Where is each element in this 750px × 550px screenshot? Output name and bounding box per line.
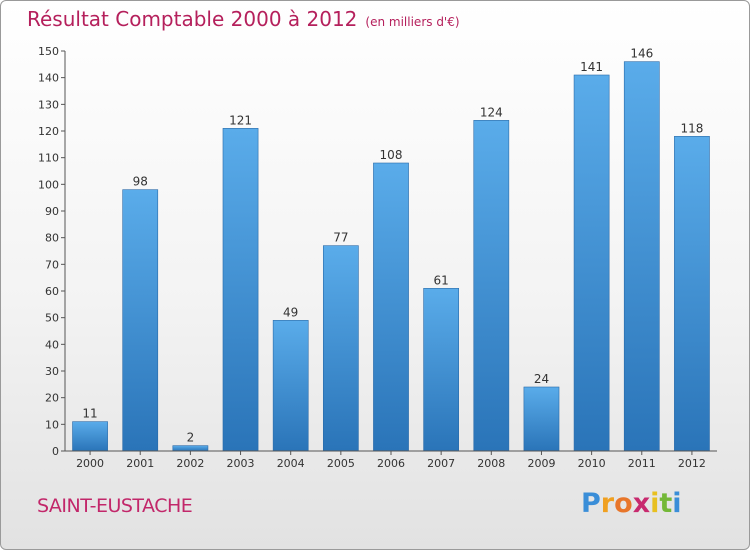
data-label: 2: [187, 431, 195, 445]
data-label: 49: [283, 305, 298, 319]
y-tick-label: 130: [38, 98, 59, 111]
y-tick-label: 110: [38, 152, 59, 165]
y-tick-label: 60: [45, 285, 59, 298]
y-tick-label: 30: [45, 365, 59, 378]
bar: [322, 245, 359, 452]
bar: [172, 445, 209, 452]
x-tick-label: 2005: [327, 457, 355, 470]
y-tick-label: 0: [52, 445, 59, 458]
x-tick-label: 2010: [578, 457, 606, 470]
y-tick-label: 70: [45, 258, 59, 271]
bar: [623, 61, 660, 452]
chart-title-block: Résultat Comptable 2000 à 2012 (en millie…: [27, 7, 460, 31]
x-tick-label: 2008: [477, 457, 505, 470]
logo-letter: i: [650, 488, 660, 519]
y-tick-label: 120: [38, 125, 59, 138]
x-tick-label: 2000: [76, 457, 104, 470]
logo-letter: o: [614, 488, 633, 519]
logo-letter: i: [672, 488, 682, 519]
x-tick-label: 2012: [678, 457, 706, 470]
data-label: 141: [580, 60, 603, 74]
bar: [373, 162, 409, 452]
x-tick-label: 2003: [227, 457, 255, 470]
data-label: 118: [680, 121, 703, 135]
logo-letter: P: [581, 488, 601, 519]
bar: [523, 386, 560, 452]
data-label: 146: [630, 47, 653, 61]
y-axis: 0 10 20 30 40 50 60 70 80 90 100 110 120 130 140 150: [38, 45, 66, 458]
y-tick-label: 100: [38, 178, 59, 191]
y-tick-label: 50: [45, 312, 59, 325]
data-label: 77: [333, 231, 348, 245]
data-label: 108: [380, 148, 403, 162]
proxiti-logo: Proxiti: [581, 488, 682, 519]
bar: [122, 189, 159, 452]
logo-letter: x: [632, 488, 651, 519]
y-tick-label: 90: [45, 205, 59, 218]
logo-letter: r: [600, 488, 615, 519]
x-tick-label: 2002: [176, 457, 204, 470]
x-tick-label: 2009: [527, 457, 555, 470]
bar: [573, 74, 610, 452]
y-tick-label: 80: [45, 232, 59, 245]
data-label: 98: [133, 175, 148, 189]
x-axis: 2000 2001 2002 2003 2004 2005 2006 2007 2008 2009…: [65, 450, 717, 470]
logo-letter: t: [659, 488, 673, 519]
bar: [473, 120, 510, 452]
data-label: 124: [480, 105, 503, 119]
data-label: 24: [534, 372, 549, 386]
y-tick-label: 150: [38, 45, 59, 58]
data-label: 121: [229, 113, 252, 127]
x-tick-label: 2006: [377, 457, 405, 470]
x-tick-label: 2011: [628, 457, 656, 470]
place-name: SAINT-EUSTACHE: [37, 495, 193, 517]
x-tick-label: 2001: [126, 457, 154, 470]
bars: 11 98 2 121 49 77 108 61 124 24 141 146 118: [72, 47, 710, 452]
bar: [423, 288, 460, 452]
x-tick-label: 2007: [427, 457, 455, 470]
bar: [272, 320, 309, 452]
data-label: 11: [82, 407, 97, 421]
y-tick-label: 140: [38, 72, 59, 85]
y-tick-label: 10: [45, 418, 59, 431]
y-tick-label: 20: [45, 392, 59, 405]
bar: [674, 136, 710, 452]
bar: [72, 421, 108, 452]
data-label: 61: [434, 273, 449, 287]
x-tick-label: 2004: [277, 457, 305, 470]
bar: [222, 128, 259, 452]
chart-title: Résultat Comptable 2000 à 2012: [27, 7, 358, 31]
y-tick-label: 40: [45, 338, 59, 351]
chart-subtitle: (en milliers d'€): [365, 15, 460, 29]
